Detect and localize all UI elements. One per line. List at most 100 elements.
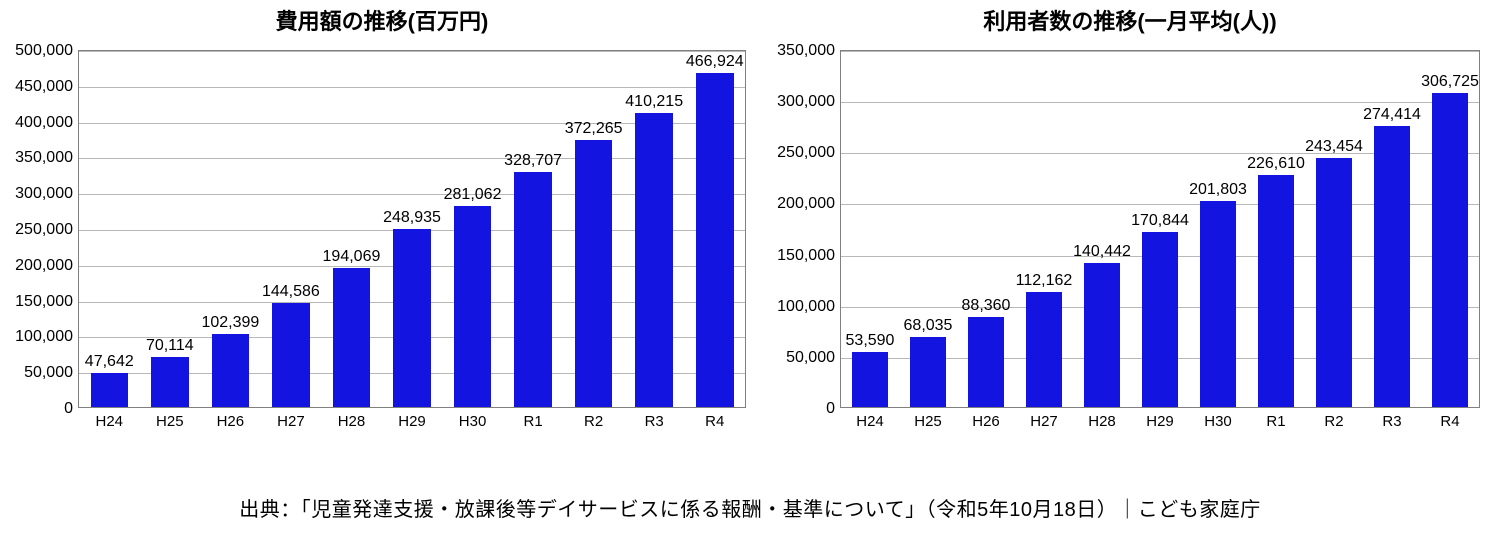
x-tick-label: H24 [96, 407, 124, 430]
x-tick-label: H27 [1030, 407, 1058, 430]
bar-slot: 140,442H28 [1073, 51, 1131, 407]
bar: 140,442 [1084, 263, 1120, 407]
x-tick-label: R1 [524, 407, 543, 430]
y-tick-label: 200,000 [15, 257, 79, 275]
bar-value-label: 53,590 [846, 332, 895, 352]
bar: 410,215 [635, 113, 673, 407]
x-tick-label: H26 [217, 407, 245, 430]
bar-value-label: 102,399 [201, 314, 259, 334]
bar: 53,590 [852, 352, 888, 407]
bar-value-label: 68,035 [904, 317, 953, 337]
bar-value-label: 88,360 [962, 297, 1011, 317]
x-tick-label: R3 [1382, 407, 1401, 430]
bar-value-label: 306,725 [1421, 73, 1479, 93]
bar-slot: 70,114H25 [140, 51, 201, 407]
bars-layer: 53,590H2468,035H2588,360H26112,162H27140… [841, 51, 1479, 407]
x-tick-label: R4 [705, 407, 724, 430]
y-tick-label: 350,000 [777, 42, 841, 60]
bar: 328,707 [514, 172, 552, 407]
bar: 68,035 [910, 337, 946, 407]
bar-slot: 306,725R4 [1421, 51, 1479, 407]
bar-slot: 194,069H28 [321, 51, 382, 407]
y-tick-label: 250,000 [15, 221, 79, 239]
chart-title: 費用額の推移(百万円) [8, 4, 756, 36]
bar-slot: 226,610R1 [1247, 51, 1305, 407]
x-tick-label: H29 [1146, 407, 1174, 430]
bar-slot: 410,215R3 [624, 51, 685, 407]
bar: 112,162 [1026, 292, 1062, 407]
x-tick-label: H24 [856, 407, 884, 430]
bar: 194,069 [333, 268, 371, 407]
y-tick-label: 400,000 [15, 114, 79, 132]
bar: 248,935 [393, 229, 431, 407]
y-tick-label: 200,000 [777, 195, 841, 213]
x-tick-label: R4 [1440, 407, 1459, 430]
chart-title: 利用者数の推移(一月平均(人)) [770, 4, 1490, 36]
bar-slot: 201,803H30 [1189, 51, 1247, 407]
x-tick-label: H28 [338, 407, 366, 430]
bar-value-label: 226,610 [1247, 155, 1305, 175]
bar: 102,399 [212, 334, 250, 407]
charts-row: 費用額の推移(百万円) 050,000100,000150,000200,0002… [0, 0, 1500, 438]
bar-slot: 102,399H26 [200, 51, 261, 407]
bar: 274,414 [1374, 126, 1410, 407]
bar: 201,803 [1200, 201, 1236, 407]
chart-cost: 費用額の推移(百万円) 050,000100,000150,000200,0002… [8, 4, 756, 438]
bar-slot: 281,062H30 [442, 51, 503, 407]
source-citation: 出典：「児童発達支援・放課後等デイサービスに係る報酬・基準について」（令和5年1… [0, 493, 1500, 522]
x-tick-label: H25 [156, 407, 184, 430]
bar-slot: 88,360H26 [957, 51, 1015, 407]
plot-inner: 050,000100,000150,000200,000250,000300,0… [840, 50, 1480, 408]
bar-value-label: 194,069 [323, 248, 381, 268]
x-tick-label: R1 [1266, 407, 1285, 430]
bar-value-label: 248,935 [383, 209, 441, 229]
bar-value-label: 243,454 [1305, 138, 1363, 158]
bar: 226,610 [1258, 175, 1294, 407]
bar-slot: 274,414R3 [1363, 51, 1421, 407]
y-tick-label: 300,000 [777, 93, 841, 111]
chart-users: 利用者数の推移(一月平均(人)) 050,000100,000150,000200… [770, 4, 1490, 438]
y-tick-label: 100,000 [15, 328, 79, 346]
page: 費用額の推移(百万円) 050,000100,000150,000200,0002… [0, 0, 1500, 544]
x-tick-label: R2 [1324, 407, 1343, 430]
y-tick-label: 50,000 [786, 349, 841, 367]
x-tick-label: H26 [972, 407, 1000, 430]
bar-slot: 372,265R2 [563, 51, 624, 407]
y-tick-label: 500,000 [15, 42, 79, 60]
y-tick-label: 100,000 [777, 298, 841, 316]
x-tick-label: R2 [584, 407, 603, 430]
x-tick-label: H30 [459, 407, 487, 430]
bar-slot: 68,035H25 [899, 51, 957, 407]
plot-area: 050,000100,000150,000200,000250,000300,0… [770, 46, 1490, 438]
bar: 144,586 [272, 303, 310, 407]
bar: 281,062 [454, 206, 492, 407]
bar: 47,642 [91, 373, 129, 407]
bar: 306,725 [1432, 93, 1468, 407]
bar-value-label: 281,062 [444, 186, 502, 206]
bars-layer: 47,642H2470,114H25102,399H26144,586H2719… [79, 51, 745, 407]
y-tick-label: 0 [826, 400, 841, 418]
bar-slot: 328,707R1 [503, 51, 564, 407]
bar-value-label: 47,642 [85, 353, 134, 373]
plot-area: 050,000100,000150,000200,000250,000300,0… [8, 46, 756, 438]
bar-value-label: 328,707 [504, 152, 562, 172]
bar: 170,844 [1142, 232, 1178, 407]
bar-value-label: 170,844 [1131, 212, 1189, 232]
y-tick-label: 350,000 [15, 149, 79, 167]
bar-value-label: 274,414 [1363, 106, 1421, 126]
x-tick-label: R3 [645, 407, 664, 430]
plot-inner: 050,000100,000150,000200,000250,000300,0… [78, 50, 746, 408]
bar-value-label: 372,265 [565, 120, 623, 140]
x-tick-label: H29 [398, 407, 426, 430]
y-tick-label: 450,000 [15, 78, 79, 96]
y-tick-label: 0 [64, 400, 79, 418]
bar: 372,265 [575, 140, 613, 407]
bar-value-label: 70,114 [146, 337, 194, 357]
x-tick-label: H30 [1204, 407, 1232, 430]
bar-slot: 466,924R4 [684, 51, 745, 407]
bar-value-label: 201,803 [1189, 181, 1247, 201]
bar-slot: 47,642H24 [79, 51, 140, 407]
bar-value-label: 112,162 [1016, 272, 1073, 292]
y-tick-label: 50,000 [24, 364, 79, 382]
bar-slot: 243,454R2 [1305, 51, 1363, 407]
